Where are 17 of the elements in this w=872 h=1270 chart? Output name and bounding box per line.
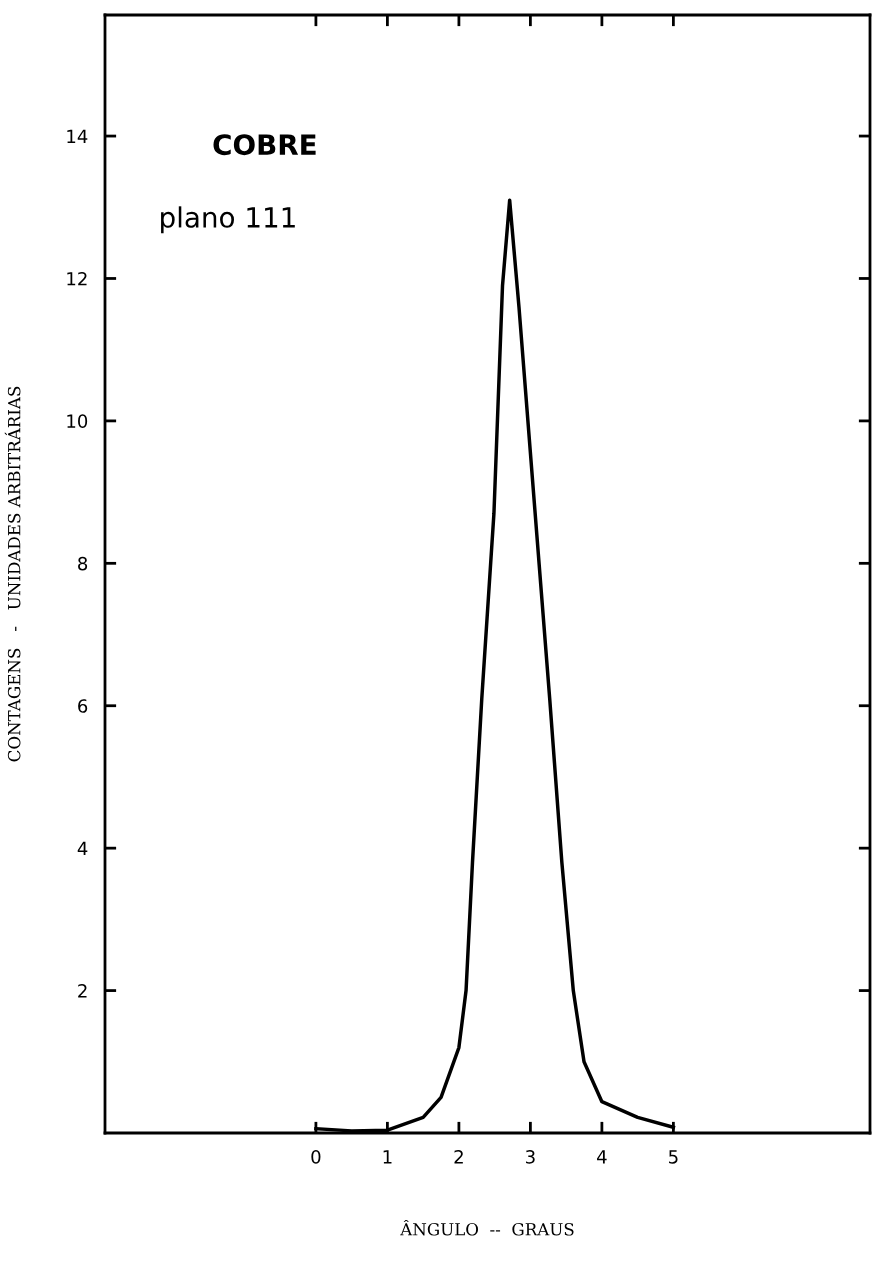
y-tick-label: 12 bbox=[67, 271, 87, 286]
x-tick-label: 3 bbox=[526, 1149, 535, 1164]
x-tick-label: 5 bbox=[669, 1150, 678, 1164]
annotation: plano 111 bbox=[161, 206, 295, 234]
x-tick-label: 2 bbox=[454, 1149, 463, 1164]
y-tick-label: 4 bbox=[77, 841, 88, 856]
x-tick-label: 4 bbox=[597, 1150, 607, 1164]
y-tick-label: 2 bbox=[78, 984, 87, 998]
y-tick-label: 10 bbox=[67, 414, 88, 429]
x-tick-label: 0 bbox=[311, 1149, 321, 1164]
y-tick-label: 6 bbox=[78, 699, 88, 713]
x-axis-title: ÂNGULO -- GRAUS bbox=[400, 1219, 574, 1236]
x-tick-label: 1 bbox=[383, 1150, 392, 1164]
y-axis-title: CONTAGENS - UNIDADES ARBITRÁRIAS bbox=[4, 386, 21, 762]
y-tick-label: 14 bbox=[67, 129, 88, 143]
y-tick-label: 8 bbox=[78, 556, 88, 571]
annotation: COBRE bbox=[213, 134, 316, 156]
